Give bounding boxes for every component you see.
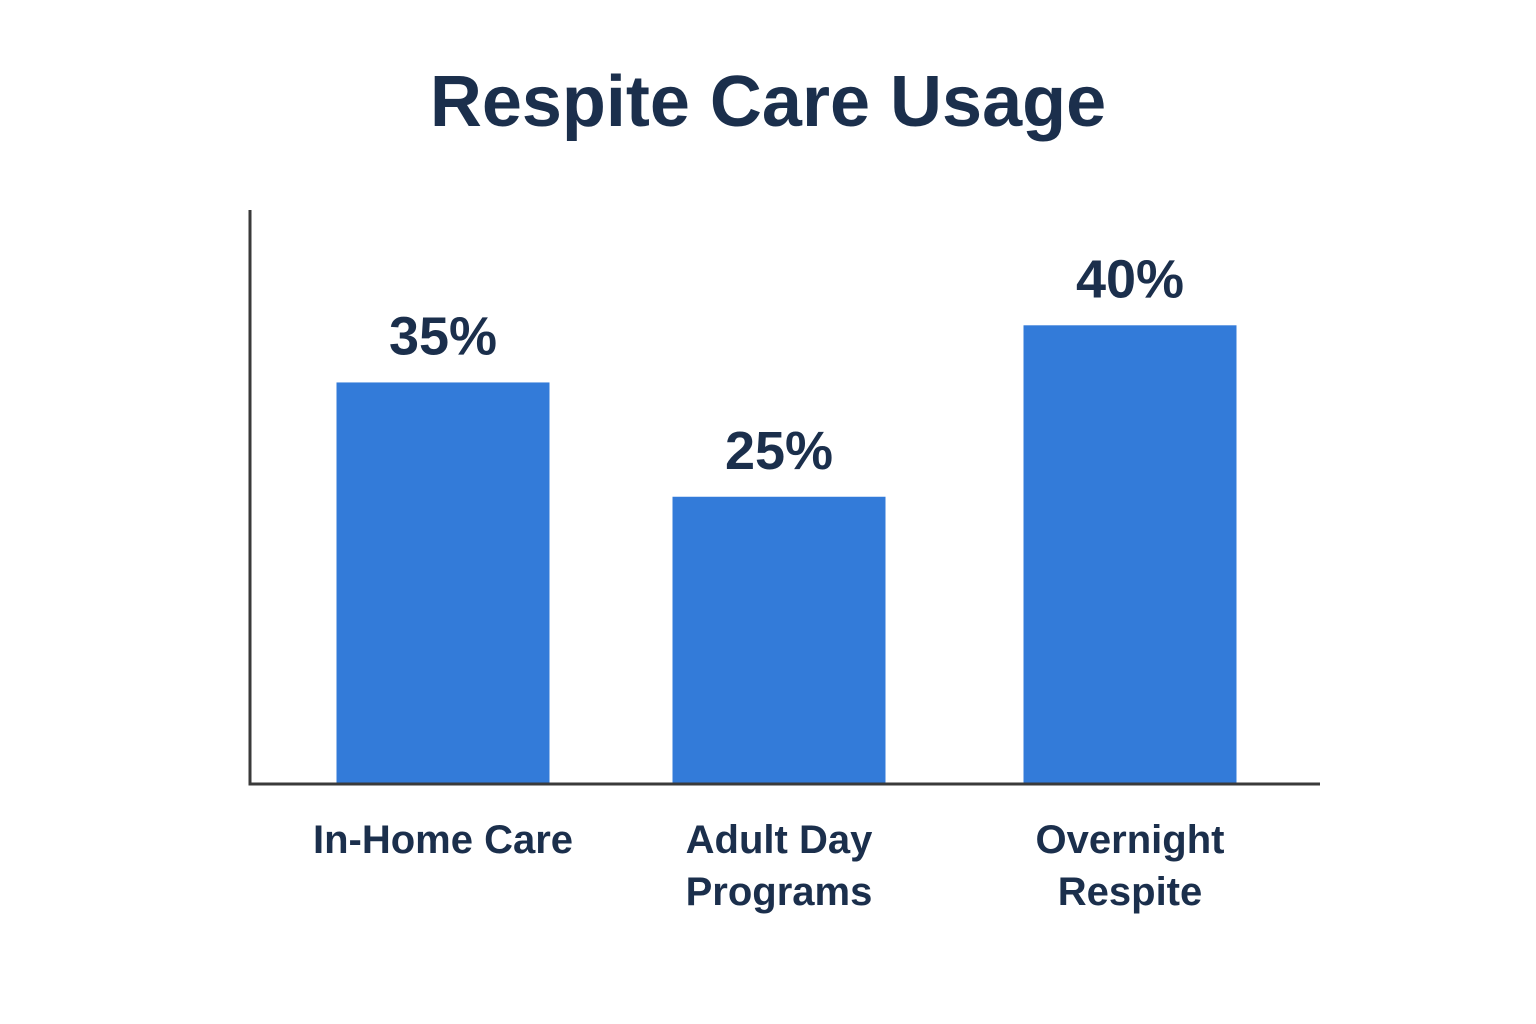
x-tick-label-1-line-0: Adult Day — [686, 818, 873, 862]
bar-0 — [336, 382, 550, 783]
x-tick-label-1-line-1: Programs — [686, 870, 873, 914]
data-label-2: 40% — [1076, 249, 1184, 309]
x-tick-label-0: In-Home Care — [313, 818, 573, 862]
x-tick-label-2-line-0: Overnight — [1036, 818, 1225, 862]
bar-1 — [672, 496, 886, 783]
data-label-0: 35% — [389, 306, 497, 366]
x-tick-label-2-line-1: Respite — [1058, 870, 1203, 914]
labels-layer: 35% In-Home Care 25% Adult Day Programs 40% Ov… — [313, 249, 1224, 914]
data-label-1: 25% — [725, 421, 833, 481]
bar-2 — [1023, 325, 1237, 783]
chart-title: Respite Care Usage — [429, 62, 1107, 142]
bars-layer — [336, 325, 1237, 783]
